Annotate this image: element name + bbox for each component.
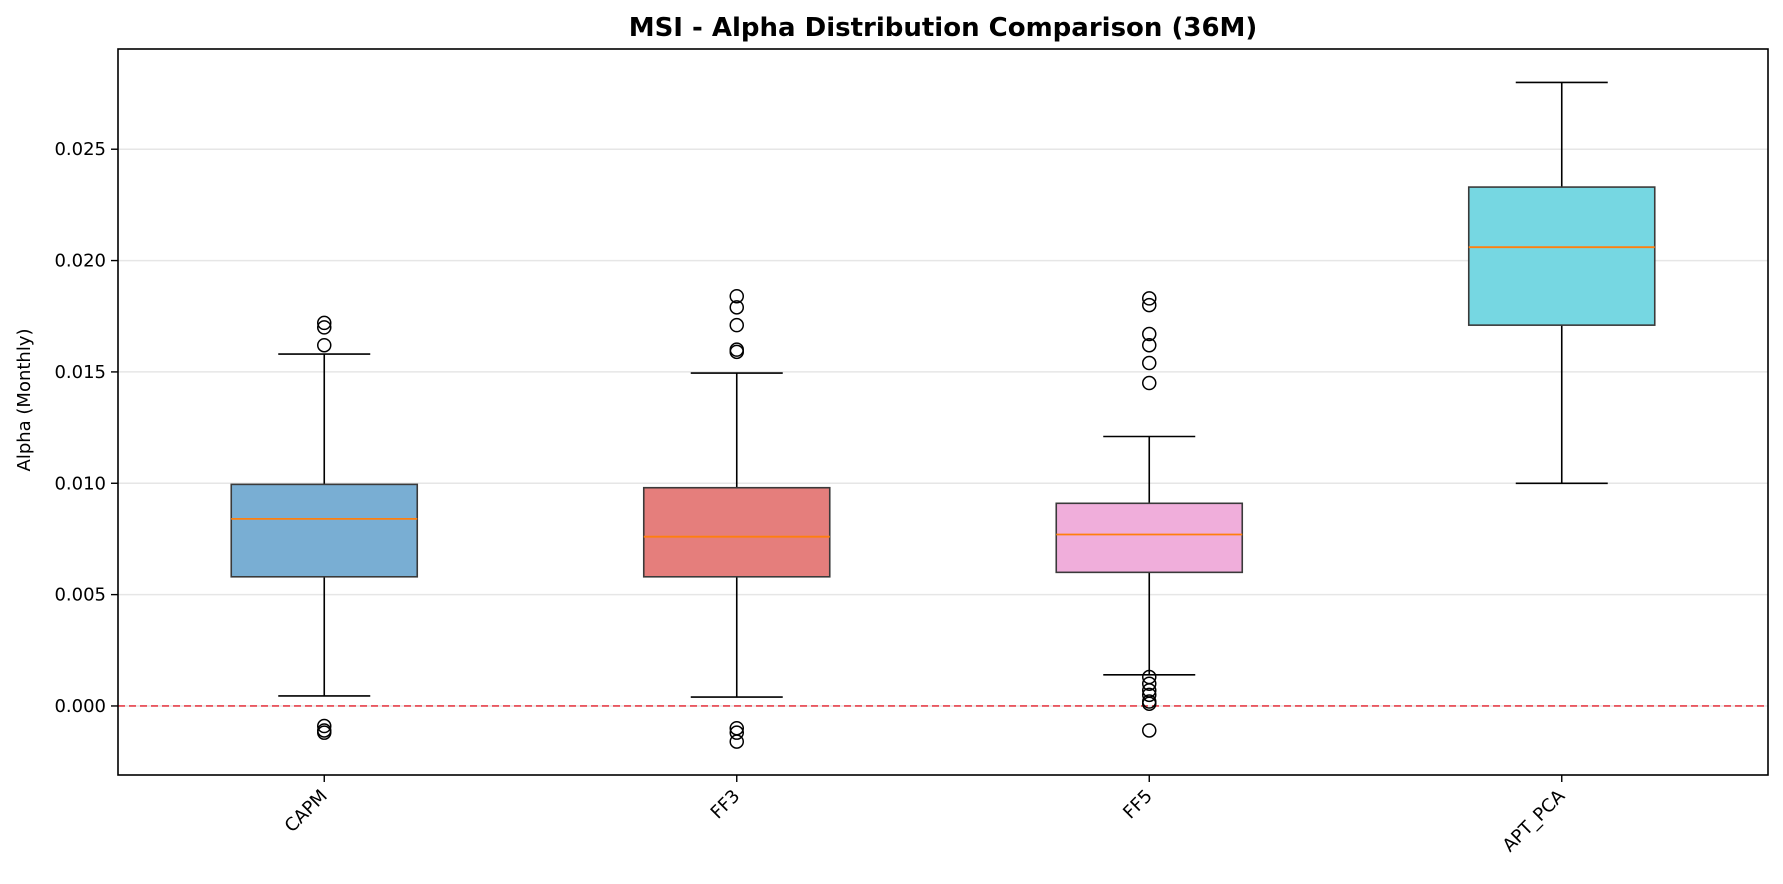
- outlier-point: [317, 725, 332, 740]
- plot-frame: [117, 48, 1769, 776]
- y-tick-label: 0.025: [54, 139, 106, 160]
- outlier-point: [1142, 355, 1157, 371]
- box: [1055, 502, 1244, 574]
- box-group: [642, 288, 831, 749]
- y-axis-label: Alpha (Monthly): [14, 328, 35, 471]
- y-tick-label: 0.020: [54, 251, 106, 272]
- outlier-point: [317, 337, 332, 353]
- box-group: [1055, 291, 1244, 738]
- outlier-point: [317, 718, 332, 734]
- outlier-point: [729, 317, 744, 333]
- y-tick-label: 0.015: [54, 362, 106, 383]
- y-tick-label: 0.000: [54, 696, 106, 717]
- outlier-point: [1142, 297, 1157, 313]
- outlier-point: [1142, 723, 1157, 738]
- outlier-point: [729, 300, 744, 315]
- box: [230, 483, 419, 578]
- boxes-layer: [230, 81, 1656, 749]
- box-group: [230, 315, 419, 740]
- box: [642, 486, 831, 578]
- outlier-point: [729, 344, 744, 360]
- outlier-point: [1142, 696, 1157, 711]
- outlier-point: [729, 288, 744, 304]
- y-tick-label: 0.005: [54, 585, 106, 606]
- outlier-point: [1142, 337, 1157, 353]
- box-group: [1467, 81, 1656, 485]
- chart-title: MSI - Alpha Distribution Comparison (36M…: [629, 13, 1258, 43]
- y-tick-label: 0.010: [54, 473, 106, 494]
- outlier-point: [1142, 687, 1157, 703]
- box: [1467, 186, 1656, 326]
- outlier-point: [729, 734, 744, 749]
- outlier-point: [1142, 375, 1157, 391]
- outlier-point: [729, 725, 744, 740]
- outlier-point: [1142, 326, 1157, 342]
- outlier-point: [317, 315, 332, 331]
- outlier-point: [1142, 291, 1157, 306]
- outlier-point: [317, 320, 332, 335]
- outlier-point: [1142, 676, 1157, 691]
